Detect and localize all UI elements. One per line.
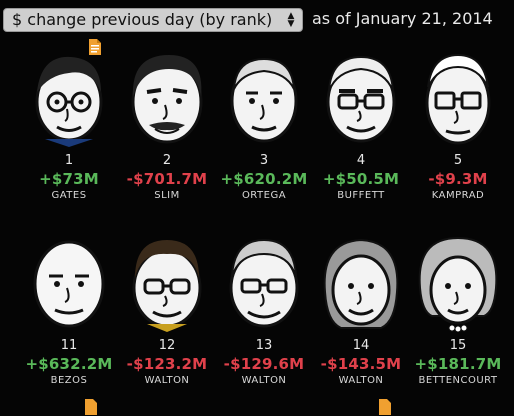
- person-name: KAMPRAD: [431, 190, 485, 201]
- rank-label: 5: [453, 153, 463, 168]
- person-name: BETTENCOURT: [418, 375, 498, 386]
- person-card[interactable]: 12 -$123.2M WALTON: [117, 232, 217, 388]
- person-name: ORTEGA: [241, 190, 287, 201]
- rank-label: 3: [259, 153, 269, 168]
- sort-select[interactable]: $ change previous day (by rank) ▲ ▼: [3, 8, 303, 32]
- top-bar: $ change previous day (by rank) ▲ ▼ as of…: [0, 0, 514, 40]
- as-of-date: as of January 21, 2014: [312, 9, 493, 28]
- change-value: +$50.5M: [322, 170, 400, 188]
- person-name: WALTON: [241, 375, 287, 386]
- person-name: SLIM: [154, 190, 180, 201]
- person-name: WALTON: [338, 375, 384, 386]
- rank-label: 2: [162, 153, 172, 168]
- person-card[interactable]: 2 -$701.7M SLIM: [117, 47, 217, 203]
- change-value: +$73M: [39, 170, 99, 188]
- note-icon[interactable]: [84, 398, 98, 416]
- rank-label: 11: [60, 338, 78, 353]
- portrait-bezos: [33, 240, 105, 328]
- person-name: BEZOS: [50, 375, 88, 386]
- change-value: -$129.6M: [223, 355, 305, 373]
- rank-label: 4: [356, 153, 366, 168]
- change-value: +$620.2M: [220, 170, 308, 188]
- rank-label: 15: [449, 338, 467, 353]
- portrait-gates: [35, 56, 103, 147]
- change-value: +$632.2M: [25, 355, 113, 373]
- person-card[interactable]: 4 +$50.5M BUFFETT: [311, 47, 411, 203]
- portrait-walton-14: [323, 238, 399, 329]
- person-card[interactable]: 13 -$129.6M WALTON: [214, 232, 314, 388]
- note-icon[interactable]: [378, 398, 392, 416]
- person-card[interactable]: 11 +$632.2M BEZOS: [19, 232, 119, 388]
- portrait-walton-13: [229, 238, 299, 328]
- sort-select-label: $ change previous day (by rank): [12, 10, 273, 29]
- rank-label: 14: [352, 338, 370, 353]
- change-value: -$9.3M: [428, 170, 488, 188]
- portrait-kamprad: [425, 53, 491, 145]
- person-name: BUFFETT: [337, 190, 385, 201]
- portrait-walton-12: [132, 240, 202, 332]
- change-value: +$181.7M: [414, 355, 502, 373]
- portrait-buffett: [326, 55, 396, 143]
- person-card[interactable]: 14 -$143.5M WALTON: [311, 232, 411, 388]
- portrait-slim: [131, 55, 203, 144]
- note-icon[interactable]: [88, 38, 102, 56]
- portrait-ortega: [230, 57, 298, 143]
- select-arrows-icon: ▲ ▼: [287, 11, 295, 29]
- change-value: -$123.2M: [126, 355, 208, 373]
- rank-label: 12: [158, 338, 176, 353]
- change-value: -$143.5M: [320, 355, 402, 373]
- rank-label: 1: [64, 153, 74, 168]
- rank-label: 13: [255, 338, 273, 353]
- person-name: GATES: [51, 190, 87, 201]
- person-card[interactable]: 5 -$9.3M KAMPRAD: [408, 47, 508, 203]
- person-card[interactable]: 15 +$181.7M BETTENCOURT: [408, 232, 508, 388]
- portrait-bettencourt: [418, 236, 498, 332]
- person-card[interactable]: 1 +$73M GATES: [19, 47, 119, 203]
- change-value: -$701.7M: [126, 170, 208, 188]
- person-name: WALTON: [144, 375, 190, 386]
- person-card[interactable]: 3 +$620.2M ORTEGA: [214, 47, 314, 203]
